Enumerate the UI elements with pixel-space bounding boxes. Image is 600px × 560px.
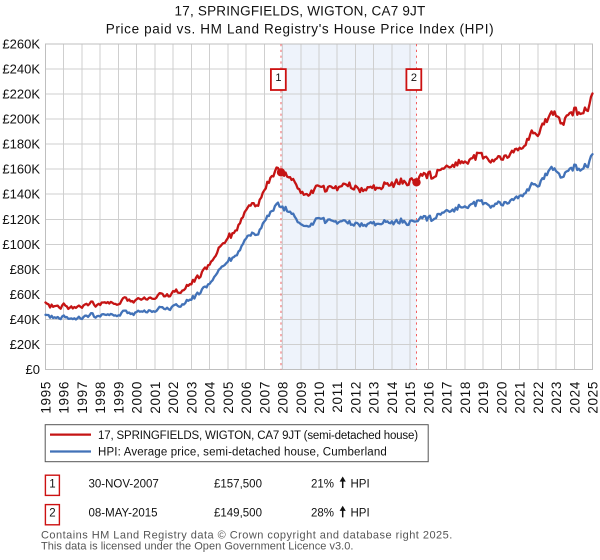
svg-text:£40K: £40K — [10, 312, 41, 327]
svg-text:17, SPRINGFIELDS, WIGTON, CA7: 17, SPRINGFIELDS, WIGTON, CA7 9JT (semi-… — [98, 430, 418, 442]
svg-text:2023: 2023 — [549, 381, 564, 414]
svg-text:£260K: £260K — [2, 37, 40, 52]
svg-text:2024: 2024 — [567, 381, 582, 414]
svg-text:2: 2 — [49, 508, 55, 520]
svg-text:2019: 2019 — [476, 381, 491, 414]
svg-text:2018: 2018 — [458, 381, 473, 414]
svg-text:HPI: Average price, semi-detac: HPI: Average price, semi-detached house,… — [98, 447, 387, 459]
svg-text:1995: 1995 — [39, 381, 54, 414]
svg-text:21%: 21% — [311, 478, 334, 490]
svg-text:£120K: £120K — [2, 212, 40, 227]
svg-text:30-NOV-2007: 30-NOV-2007 — [89, 478, 159, 490]
svg-text:This data is licensed under th: This data is licensed under the Open Gov… — [41, 540, 353, 552]
svg-text:£157,500: £157,500 — [214, 478, 262, 490]
svg-text:£220K: £220K — [2, 87, 40, 102]
svg-text:2007: 2007 — [257, 381, 272, 414]
svg-text:2010: 2010 — [312, 381, 327, 414]
svg-text:17, SPRINGFIELDS, WIGTON, CA7: 17, SPRINGFIELDS, WIGTON, CA7 9JT — [175, 3, 426, 18]
svg-text:1996: 1996 — [57, 381, 72, 414]
svg-text:£200K: £200K — [2, 112, 40, 127]
svg-text:2002: 2002 — [166, 381, 181, 414]
svg-text:HPI: HPI — [351, 508, 370, 520]
svg-text:£149,500: £149,500 — [214, 508, 262, 520]
svg-text:2017: 2017 — [440, 381, 455, 414]
svg-text:2014: 2014 — [385, 381, 400, 414]
svg-text:£60K: £60K — [10, 287, 41, 302]
svg-text:£0: £0 — [26, 362, 40, 377]
svg-text:Contains HM Land Registry data: Contains HM Land Registry data © Crown c… — [41, 529, 453, 541]
svg-text:2012: 2012 — [349, 381, 364, 414]
svg-text:2: 2 — [411, 72, 417, 84]
svg-text:2009: 2009 — [294, 381, 309, 414]
svg-text:2008: 2008 — [276, 381, 291, 414]
svg-text:2006: 2006 — [239, 381, 254, 414]
svg-text:2004: 2004 — [203, 381, 218, 414]
svg-text:1: 1 — [49, 478, 55, 490]
svg-text:Price paid vs. HM Land Registr: Price paid vs. HM Land Registry's House … — [106, 22, 495, 37]
svg-text:08-MAY-2015: 08-MAY-2015 — [89, 508, 158, 520]
svg-text:£100K: £100K — [2, 237, 40, 252]
svg-text:2000: 2000 — [130, 381, 145, 414]
svg-text:£180K: £180K — [2, 137, 40, 152]
svg-text:1997: 1997 — [75, 381, 90, 414]
svg-text:£160K: £160K — [2, 162, 40, 177]
svg-text:2005: 2005 — [221, 381, 236, 414]
svg-text:1999: 1999 — [111, 381, 126, 414]
svg-text:2022: 2022 — [531, 381, 546, 414]
svg-text:2020: 2020 — [494, 381, 509, 414]
svg-text:£140K: £140K — [2, 187, 40, 202]
svg-text:£20K: £20K — [10, 337, 41, 352]
svg-text:2013: 2013 — [367, 381, 382, 414]
svg-text:2015: 2015 — [403, 381, 418, 414]
svg-text:2003: 2003 — [184, 381, 199, 414]
svg-text:2016: 2016 — [421, 381, 436, 414]
svg-text:28%: 28% — [311, 508, 334, 520]
svg-text:2011: 2011 — [330, 381, 345, 413]
svg-text:HPI: HPI — [351, 478, 370, 490]
svg-text:1998: 1998 — [93, 381, 108, 414]
svg-text:£240K: £240K — [2, 62, 40, 77]
svg-text:£80K: £80K — [10, 262, 41, 277]
svg-text:1: 1 — [275, 72, 281, 84]
svg-text:2025: 2025 — [586, 381, 600, 414]
svg-text:2001: 2001 — [148, 381, 163, 414]
svg-text:2021: 2021 — [513, 381, 528, 414]
